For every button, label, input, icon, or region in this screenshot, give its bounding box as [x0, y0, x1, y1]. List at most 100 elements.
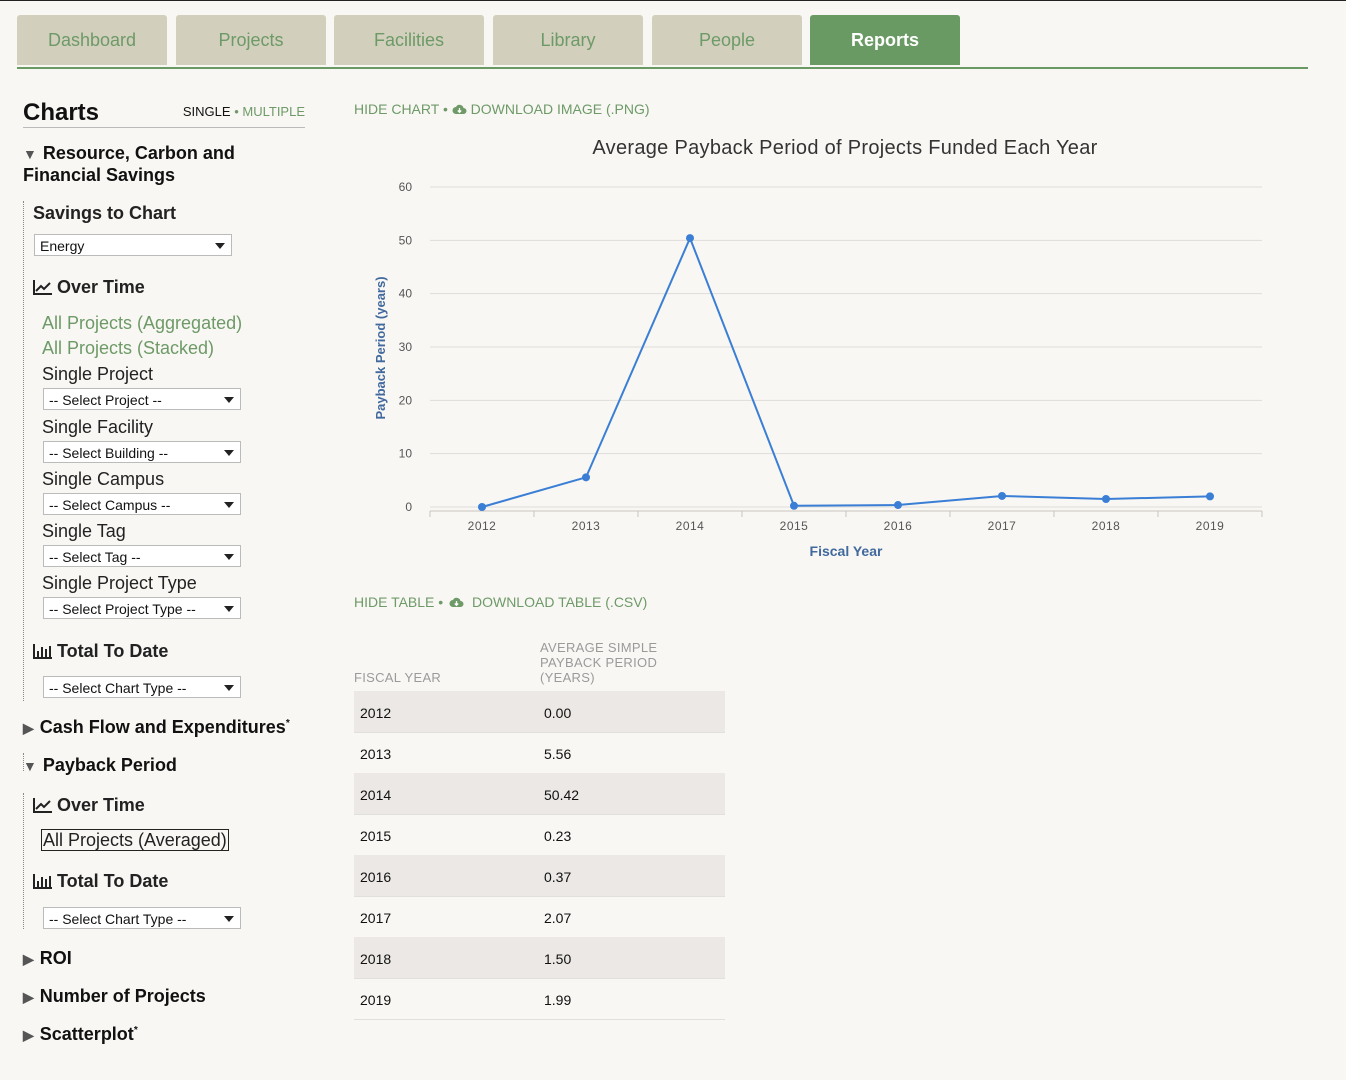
- cell-payback-years: 1.50: [544, 951, 572, 967]
- x-tick-label: 2019: [1196, 519, 1225, 533]
- chevron-down-icon: [215, 243, 225, 249]
- chevron-down-icon: [224, 554, 234, 560]
- line-chart-icon: [33, 280, 52, 295]
- bar-chart-icon: [33, 874, 52, 889]
- savings-chart-type-select[interactable]: -- Select Chart Type --: [43, 676, 241, 698]
- collapsed-triangle-icon: ▶: [23, 951, 34, 967]
- payback-chart-type-select[interactable]: -- Select Chart Type --: [43, 907, 241, 929]
- section-roi[interactable]: ▶ ROI: [23, 948, 72, 968]
- over-time-heading: Over Time: [33, 277, 145, 298]
- cell-payback-years: 50.42: [544, 787, 580, 803]
- all-projects-aggregated-link[interactable]: All Projects (Aggregated): [42, 313, 243, 333]
- x-tick-label: 2015: [780, 519, 809, 533]
- all-projects-stacked-link[interactable]: All Projects (Stacked): [42, 338, 215, 358]
- data-point[interactable]: [686, 234, 694, 243]
- section-scatterplot[interactable]: ▶ Scatterplot*: [23, 1024, 138, 1044]
- section-number-of-projects[interactable]: ▶ Number of Projects: [23, 986, 206, 1006]
- series: [478, 234, 1214, 511]
- table-row: 2016 0.37: [354, 855, 725, 897]
- data-point[interactable]: [478, 503, 486, 511]
- bar-chart-icon: [33, 644, 52, 659]
- cell-fiscal-year: 2013: [360, 746, 392, 762]
- data-point[interactable]: [1102, 495, 1110, 503]
- y-tick-label: 40: [399, 287, 413, 301]
- cell-payback-years: 0.37: [544, 869, 572, 885]
- series-line: [481, 235, 1211, 508]
- payback-total-to-date-heading: Total To Date: [33, 871, 168, 892]
- charts-title: Charts: [23, 99, 100, 126]
- hide-chart-link[interactable]: HIDE CHART: [354, 101, 440, 117]
- table-row: 2014 50.42: [354, 773, 725, 815]
- cell-fiscal-year: 2019: [360, 992, 392, 1008]
- cell-payback-years: 0.00: [544, 705, 572, 721]
- savings-select[interactable]: Energy: [34, 234, 232, 256]
- collapsed-triangle-icon: ▶: [23, 720, 34, 736]
- y-axis-title: Payback Period (years): [373, 276, 388, 419]
- x-axis: 2012 2013 2014 2015 2016 2017 2018 2019: [429, 510, 1263, 533]
- mode-switch: SINGLE • MULTIPLE: [183, 104, 305, 119]
- collapsed-triangle-icon: ▶: [23, 1027, 34, 1043]
- project-type-select[interactable]: -- Select Project Type --: [43, 597, 241, 619]
- data-point[interactable]: [894, 501, 902, 510]
- section-resource-savings[interactable]: ▼ Resource, Carbon and Financial Savings: [23, 143, 235, 185]
- tab-people[interactable]: People: [652, 15, 802, 65]
- single-campus-label: Single Campus: [42, 469, 165, 489]
- top-nav: Dashboard Projects Facilities Library Pe…: [17, 15, 1308, 69]
- tab-projects[interactable]: Projects: [176, 15, 326, 65]
- savings-to-chart-label: Savings to Chart: [33, 203, 177, 223]
- cloud-download-icon: [452, 104, 467, 114]
- y-tick-label: 60: [399, 180, 413, 194]
- download-image-link[interactable]: DOWNLOAD IMAGE (.PNG): [470, 101, 650, 117]
- chevron-down-icon: [224, 685, 234, 691]
- cell-payback-years: 0.23: [544, 828, 572, 844]
- data-point[interactable]: [998, 491, 1006, 500]
- mode-single[interactable]: SINGLE: [182, 104, 231, 119]
- chevron-down-icon: [224, 606, 234, 612]
- hide-table-link[interactable]: HIDE TABLE: [354, 594, 435, 610]
- data-point[interactable]: [582, 473, 590, 482]
- mode-multiple[interactable]: MULTIPLE: [242, 104, 305, 119]
- chart-title: Average Payback Period of Projects Funde…: [592, 137, 1098, 159]
- all-projects-averaged-link[interactable]: All Projects (Averaged): [41, 829, 229, 851]
- tab-library[interactable]: Library: [493, 15, 643, 65]
- table-row: 2017 2.07: [354, 896, 725, 938]
- cell-payback-years: 1.99: [544, 992, 572, 1008]
- x-tick-label: 2014: [676, 519, 705, 533]
- tab-facilities[interactable]: Facilities: [334, 15, 484, 65]
- chevron-down-icon: [224, 450, 234, 456]
- line-chart-icon: [33, 798, 52, 813]
- charts-header: Charts SINGLE • MULTIPLE: [23, 97, 305, 128]
- cell-payback-years: 5.56: [544, 746, 572, 762]
- cloud-download-icon: [449, 597, 464, 607]
- cell-fiscal-year: 2012: [360, 705, 392, 721]
- download-table-link[interactable]: DOWNLOAD TABLE (.CSV): [471, 594, 648, 610]
- y-tick-label: 10: [399, 447, 413, 461]
- tag-select[interactable]: -- Select Tag --: [43, 545, 241, 567]
- single-project-label: Single Project: [42, 364, 154, 384]
- x-tick-label: 2013: [572, 519, 601, 533]
- y-axis-ticks: 0 10 20 30 40 50 60: [399, 180, 413, 514]
- payback-over-time-heading: Over Time: [33, 795, 145, 816]
- tab-dashboard[interactable]: Dashboard: [17, 15, 167, 65]
- campus-select[interactable]: -- Select Campus --: [43, 493, 241, 515]
- y-tick-label: 0: [405, 500, 412, 514]
- section-divider: [23, 793, 24, 929]
- table-actions: HIDE TABLE • DOWNLOAD TABLE (.CSV): [354, 594, 647, 610]
- data-point[interactable]: [790, 501, 798, 510]
- section-cash-flow[interactable]: ▶ Cash Flow and Expenditures*: [23, 717, 290, 737]
- table-row: 2019 1.99: [354, 978, 725, 1020]
- cell-fiscal-year: 2017: [360, 910, 392, 926]
- table-header-fiscal-year: FISCAL YEAR: [354, 670, 442, 685]
- project-select[interactable]: -- Select Project --: [43, 388, 241, 410]
- action-separator: •: [442, 101, 448, 117]
- chart-grid: [430, 186, 1262, 508]
- data-point[interactable]: [1206, 492, 1214, 501]
- table-row: 2012 0.00: [354, 691, 725, 733]
- single-tag-label: Single Tag: [42, 521, 126, 541]
- section-payback-period[interactable]: ▼ Payback Period: [23, 755, 177, 775]
- expanded-triangle-icon: ▼: [23, 146, 37, 162]
- building-select[interactable]: -- Select Building --: [43, 441, 241, 463]
- x-tick-label: 2018: [1092, 519, 1121, 533]
- tab-reports[interactable]: Reports: [810, 15, 960, 65]
- y-tick-label: 30: [399, 340, 413, 354]
